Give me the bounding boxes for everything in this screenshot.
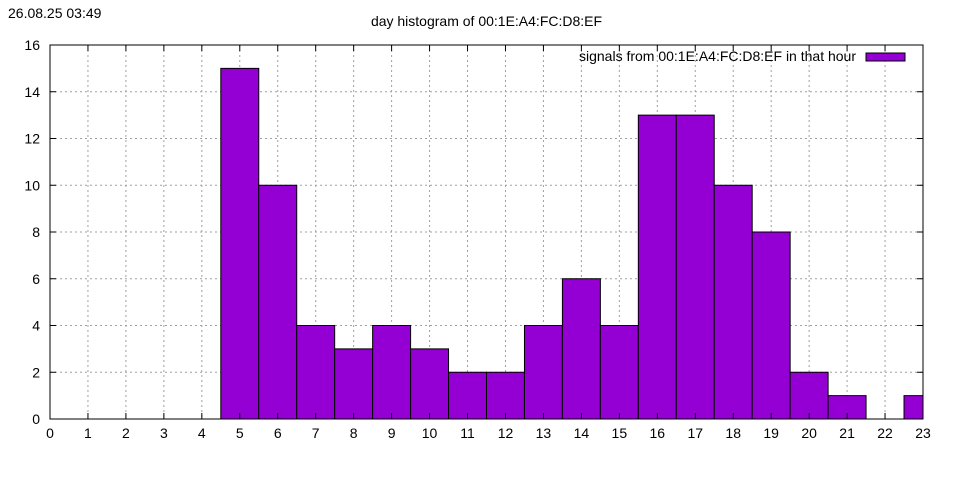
histogram-bar [713, 184, 753, 420]
x-tick-label: 5 [236, 425, 244, 441]
x-tick-label: 16 [650, 425, 666, 441]
x-tick-label: 1 [84, 425, 92, 441]
histogram-bar [751, 231, 791, 420]
y-tick-label: 6 [32, 271, 40, 287]
y-tick-label: 16 [24, 37, 40, 53]
histogram-bar [448, 371, 488, 420]
x-tick-label: 13 [536, 425, 552, 441]
y-tick-label: 2 [32, 364, 40, 380]
histogram-bar [523, 325, 563, 420]
y-tick-label: 4 [32, 318, 40, 334]
histogram-bar [220, 67, 260, 420]
histogram-bar [372, 325, 412, 420]
grid [50, 45, 923, 419]
timestamp: 26.08.25 03:49 [8, 5, 102, 21]
x-tick-label: 9 [388, 425, 396, 441]
x-tick-label: 8 [350, 425, 358, 441]
legend-swatch [865, 52, 906, 62]
x-tick-label: 3 [160, 425, 168, 441]
x-tick-label: 22 [877, 425, 893, 441]
histogram-bar [486, 371, 525, 420]
histogram-bar [903, 395, 924, 420]
histogram-bar [637, 114, 677, 420]
x-tick-label: 10 [422, 425, 438, 441]
y-tick-label: 10 [24, 177, 40, 193]
x-tick-label: 18 [725, 425, 741, 441]
histogram-bar [599, 325, 639, 420]
histogram-bar [789, 371, 829, 420]
x-tick-label: 6 [274, 425, 282, 441]
x-tick-label: 23 [915, 425, 931, 441]
chart-title: day histogram of 00:1E:A4:FC:D8:EF [371, 13, 602, 29]
x-tick-label: 19 [763, 425, 779, 441]
histogram-bar [561, 278, 601, 420]
bars [220, 67, 924, 420]
x-tick-label: 12 [498, 425, 514, 441]
x-tick-label: 14 [574, 425, 590, 441]
histogram-bar [258, 184, 298, 420]
x-tick-label: 21 [839, 425, 855, 441]
x-tick-label: 4 [198, 425, 206, 441]
x-tick-label: 7 [312, 425, 320, 441]
legend: signals from 00:1E:A4:FC:D8:EF in that h… [579, 48, 906, 64]
histogram-bar [296, 325, 336, 420]
y-tick-label: 12 [24, 131, 40, 147]
histogram-bar [334, 348, 374, 420]
x-tick-label: 0 [46, 425, 54, 441]
legend-label: signals from 00:1E:A4:FC:D8:EF in that h… [579, 48, 856, 64]
y-tick-label: 14 [24, 84, 40, 100]
x-tick-label: 20 [801, 425, 817, 441]
x-tick-label: 11 [460, 425, 475, 441]
x-tick-label: 17 [687, 425, 703, 441]
y-tick-label: 0 [32, 411, 40, 427]
histogram-bar [410, 348, 450, 420]
y-tick-label: 8 [32, 224, 40, 240]
x-tick-label: 2 [122, 425, 130, 441]
histogram-bar [675, 114, 715, 420]
x-tick-label: 15 [612, 425, 628, 441]
